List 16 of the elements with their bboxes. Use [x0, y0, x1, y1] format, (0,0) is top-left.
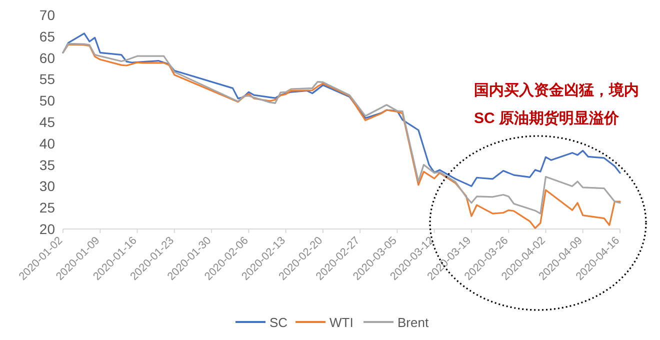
y-tick-label: 45	[39, 114, 56, 130]
legend-label: WTI	[330, 315, 354, 330]
y-tick-label: 60	[39, 50, 56, 66]
y-tick-label: 40	[39, 135, 56, 152]
annotation: 国内买入资金凶猛，境内	[474, 81, 639, 99]
y-tick-label: 35	[39, 156, 56, 173]
y-tick-label: 25	[39, 200, 56, 216]
legend-label: SC	[270, 315, 288, 330]
y-tick-label: 50	[39, 92, 56, 109]
annotation: SC 原油期货明显溢价	[474, 110, 620, 127]
y-tick-label: 70	[39, 7, 56, 23]
y-tick-label: 30	[39, 178, 56, 194]
y-tick-label: 55	[39, 71, 56, 88]
legend-label: Brent	[398, 315, 429, 330]
y-tick-label: 20	[39, 221, 56, 237]
y-tick-label: 65	[39, 28, 56, 44]
